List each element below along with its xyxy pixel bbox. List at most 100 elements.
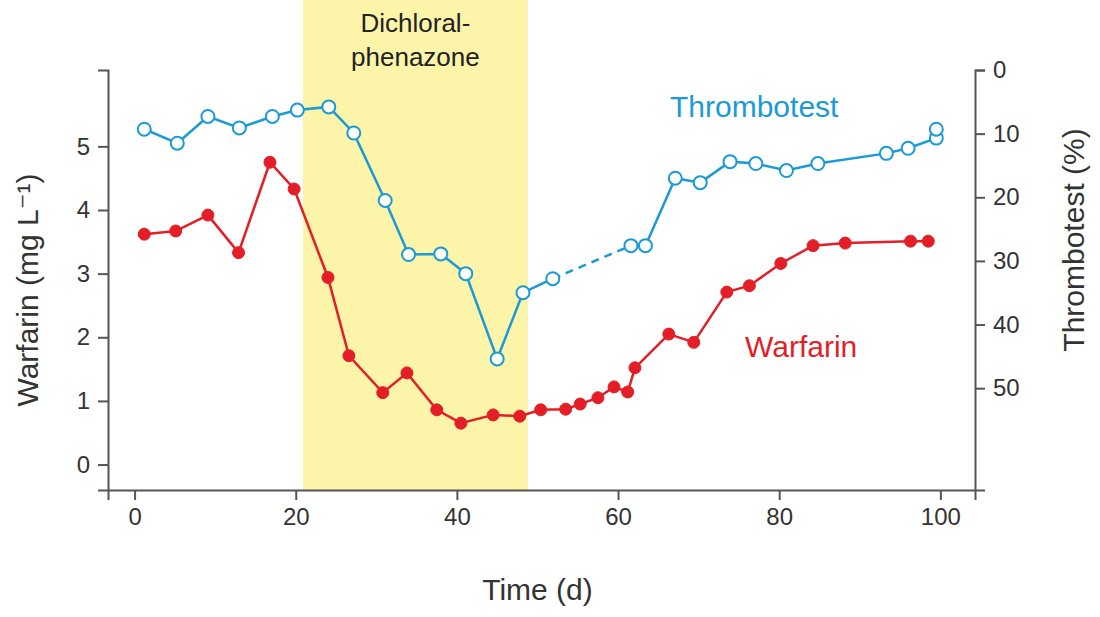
tick-mark bbox=[779, 490, 781, 500]
tick: 0 bbox=[128, 490, 141, 530]
point bbox=[138, 123, 151, 136]
point bbox=[592, 392, 604, 404]
tick: 20 bbox=[283, 490, 310, 530]
point bbox=[880, 147, 893, 160]
tick-label: 30 bbox=[993, 247, 1020, 274]
tick: 5 bbox=[77, 133, 108, 160]
tick-label: 40 bbox=[993, 311, 1020, 338]
series-line bbox=[553, 246, 631, 279]
tick: 100 bbox=[921, 490, 961, 530]
point bbox=[170, 225, 182, 237]
chart: Dichloral-phenazone020406080100012345010… bbox=[0, 0, 1100, 617]
y2-axis: 0 10 20 30 40 50 bbox=[975, 56, 1020, 490]
span-group: Dichloral-phenazone bbox=[303, 0, 528, 490]
tick-mark bbox=[975, 388, 985, 390]
y2-axis-line bbox=[976, 71, 986, 491]
tick-label: 20 bbox=[283, 503, 310, 530]
point bbox=[434, 247, 447, 260]
point bbox=[839, 237, 851, 249]
tick: 20 bbox=[975, 183, 1020, 210]
tick: 80 bbox=[766, 490, 793, 530]
tick: 40 bbox=[444, 490, 471, 530]
point bbox=[749, 157, 762, 170]
series-label: Warfarin bbox=[745, 330, 857, 363]
x-axis-line bbox=[109, 491, 976, 501]
tick: 60 bbox=[605, 490, 632, 530]
point bbox=[663, 328, 675, 340]
point bbox=[402, 248, 415, 261]
point bbox=[608, 381, 620, 393]
tick-mark bbox=[975, 70, 985, 72]
point bbox=[775, 257, 787, 269]
tick-mark bbox=[975, 133, 985, 135]
tick: 50 bbox=[975, 374, 1020, 401]
point bbox=[902, 142, 915, 155]
tick-label: 2 bbox=[77, 323, 90, 350]
point bbox=[780, 164, 793, 177]
tick-label: 80 bbox=[766, 503, 793, 530]
point bbox=[401, 367, 413, 379]
point bbox=[669, 172, 682, 185]
point bbox=[688, 336, 700, 348]
point bbox=[639, 239, 652, 252]
point bbox=[622, 386, 634, 398]
tick-mark bbox=[975, 197, 985, 199]
point bbox=[694, 176, 707, 189]
point bbox=[629, 362, 641, 374]
tick-mark bbox=[98, 273, 108, 275]
point bbox=[487, 409, 499, 421]
x-axis-title: Time (d) bbox=[482, 573, 593, 606]
y-axis-line bbox=[98, 71, 109, 491]
tick-mark bbox=[975, 324, 985, 326]
point bbox=[574, 398, 586, 410]
point bbox=[379, 194, 392, 207]
tick-label: 0 bbox=[77, 451, 90, 478]
series-line bbox=[144, 107, 936, 359]
tick: 10 bbox=[975, 120, 1020, 147]
point bbox=[201, 110, 214, 123]
tick: 0 bbox=[77, 451, 108, 478]
point bbox=[377, 387, 389, 399]
tick-label: 3 bbox=[77, 260, 90, 287]
point bbox=[491, 352, 504, 365]
tick-mark bbox=[456, 490, 458, 500]
tick: 4 bbox=[77, 196, 108, 223]
point bbox=[343, 350, 355, 362]
span-label: Dichloral- bbox=[360, 8, 470, 38]
point bbox=[431, 404, 443, 416]
tick-label: 20 bbox=[993, 183, 1020, 210]
tick-mark bbox=[975, 260, 985, 262]
tick-mark bbox=[295, 490, 297, 500]
point bbox=[905, 235, 917, 247]
point bbox=[455, 417, 467, 429]
tick-label: 1 bbox=[77, 387, 90, 414]
y-axis-title: Warfarin (mg L⁻¹) bbox=[11, 173, 44, 406]
tick-label: 10 bbox=[993, 120, 1020, 147]
point bbox=[291, 104, 304, 117]
tick-label: 100 bbox=[921, 503, 961, 530]
x-axis: 0 20 40 60 80 100 bbox=[109, 490, 976, 530]
tick-mark bbox=[940, 490, 942, 500]
point bbox=[171, 137, 184, 150]
point bbox=[138, 228, 150, 240]
point bbox=[743, 280, 755, 292]
point bbox=[266, 110, 279, 123]
series-line bbox=[144, 162, 928, 423]
tick-mark bbox=[134, 490, 136, 500]
tick: 2 bbox=[77, 323, 108, 350]
point bbox=[721, 286, 733, 298]
point bbox=[347, 127, 360, 140]
tick-label: 50 bbox=[993, 374, 1020, 401]
tick: 30 bbox=[975, 247, 1020, 274]
tick-mark bbox=[98, 337, 108, 339]
point bbox=[560, 403, 572, 415]
tick-label: 4 bbox=[77, 196, 90, 223]
tick-mark bbox=[98, 146, 108, 148]
tick-label: 40 bbox=[444, 503, 471, 530]
tick-mark bbox=[98, 400, 108, 402]
point bbox=[535, 404, 547, 416]
tick-label: 5 bbox=[77, 133, 90, 160]
point bbox=[233, 247, 245, 259]
tick: 0 bbox=[975, 56, 1006, 83]
tick-label: 0 bbox=[993, 56, 1006, 83]
